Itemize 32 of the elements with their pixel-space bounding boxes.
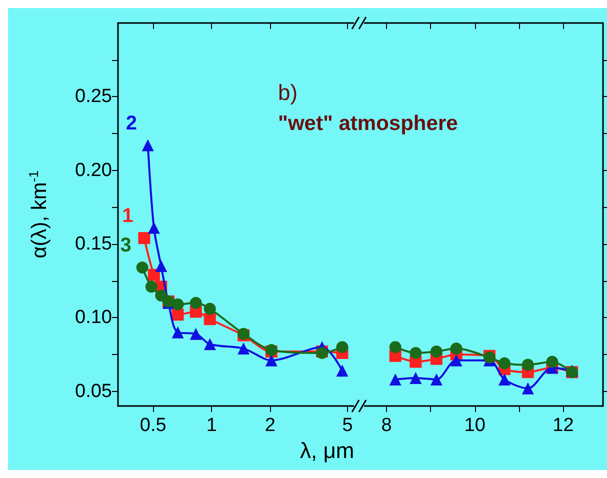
x-tick-label: 1 bbox=[206, 415, 217, 436]
y-axis-title: α(λ), km-1 bbox=[26, 170, 51, 258]
series-label: 2 bbox=[126, 112, 137, 134]
x-axis-title: λ, μm bbox=[300, 438, 354, 464]
point bbox=[410, 372, 422, 384]
x-tick-label: 8 bbox=[381, 415, 392, 436]
point bbox=[389, 341, 402, 354]
point bbox=[450, 354, 462, 366]
point bbox=[498, 357, 510, 370]
x-tick-label: 10 bbox=[464, 415, 486, 436]
point bbox=[410, 346, 422, 359]
point bbox=[522, 358, 534, 371]
y-tick-label: 0.15 bbox=[75, 233, 112, 254]
point bbox=[389, 373, 402, 386]
annotation: "wet" atmosphere bbox=[278, 112, 458, 136]
point bbox=[430, 346, 442, 358]
point bbox=[522, 382, 534, 394]
y-tick-label: 0.20 bbox=[75, 160, 112, 181]
y-tick-label: 0.25 bbox=[75, 86, 112, 108]
x-tick-label: 2 bbox=[264, 415, 276, 436]
series-label: 1 bbox=[122, 205, 134, 228]
point bbox=[546, 356, 558, 368]
y-tick-label: 0.05 bbox=[75, 380, 112, 402]
x-tick-label: 5 bbox=[342, 415, 353, 436]
point bbox=[498, 373, 510, 386]
y-tick-label: 0.10 bbox=[75, 307, 112, 328]
x-tick-label: 0.5 bbox=[140, 415, 166, 436]
point bbox=[450, 342, 462, 355]
series-label: 3 bbox=[120, 234, 132, 257]
x-tick-label: 12 bbox=[552, 415, 574, 436]
point bbox=[430, 373, 442, 386]
annotation: b) bbox=[278, 80, 298, 106]
